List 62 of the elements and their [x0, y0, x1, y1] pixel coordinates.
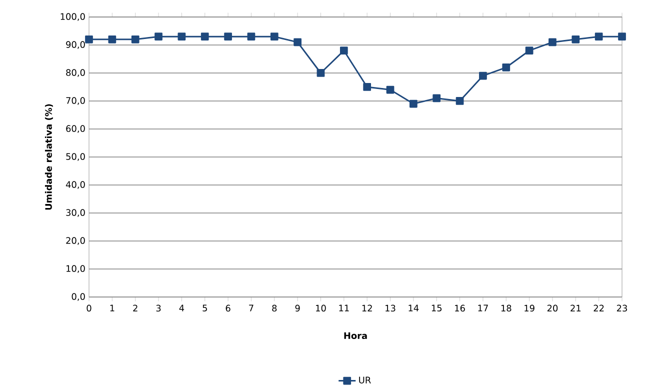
x-tick-label: 3 — [156, 304, 161, 312]
y-tick-label: 20,0 — [66, 237, 85, 245]
point — [131, 35, 140, 44]
point — [294, 38, 302, 46]
point — [525, 46, 534, 55]
point — [502, 63, 510, 72]
point — [456, 97, 464, 105]
x-tick-label: 17 — [478, 304, 488, 312]
point — [340, 46, 348, 55]
x-tick-label: 4 — [179, 304, 184, 312]
x-tick-label: 0 — [86, 304, 92, 312]
point — [479, 72, 487, 80]
point — [594, 32, 603, 41]
x-tick-label: 21 — [570, 304, 581, 312]
point — [363, 83, 372, 91]
x-tick-label: 11 — [339, 304, 349, 312]
x-tick-label: 22 — [594, 304, 604, 312]
y-tick-label: 40,0 — [66, 181, 85, 189]
y-tick-label: 70,0 — [66, 97, 85, 105]
y-tick-label: 10,0 — [66, 265, 85, 273]
point — [618, 32, 626, 41]
point — [548, 38, 556, 46]
y-tick-label: 0,0 — [72, 293, 85, 301]
point — [432, 94, 441, 102]
x-tick-label: 8 — [272, 304, 277, 312]
x-tick-label: 13 — [386, 304, 396, 312]
point — [247, 32, 256, 41]
x-tick-label: 6 — [226, 304, 230, 312]
point — [224, 32, 232, 41]
y-tick-label: 100,0 — [60, 13, 85, 21]
x-tick-label: 19 — [524, 304, 534, 312]
x-axis-title: Hora — [344, 332, 367, 340]
x-tick-label: 15 — [432, 304, 442, 312]
point — [572, 35, 580, 44]
y-axis-title: Umidade relativa (%) — [44, 104, 53, 210]
point — [386, 86, 394, 94]
point — [178, 32, 186, 41]
point — [270, 32, 278, 41]
point — [85, 35, 93, 44]
y-tick-label: 80,0 — [66, 69, 85, 77]
y-tick-label: 30,0 — [66, 209, 85, 217]
x-tick-label: 5 — [202, 304, 207, 312]
x-tick-label: 9 — [295, 304, 300, 312]
x-tick-label: 23 — [616, 304, 627, 312]
x-tick-label: 16 — [455, 304, 465, 312]
y-tick-label: 50,0 — [66, 153, 85, 161]
x-tick-label: 12 — [362, 304, 372, 312]
point — [154, 32, 162, 41]
x-tick-label: 1 — [110, 304, 114, 312]
point — [410, 100, 418, 108]
x-tick-label: 2 — [133, 304, 138, 312]
y-tick-label: 90,0 — [66, 41, 85, 49]
x-tick-label: 10 — [316, 304, 326, 312]
point — [200, 32, 209, 41]
x-tick-label: 20 — [547, 304, 558, 312]
point — [316, 69, 325, 77]
y-tick-label: 60,0 — [66, 125, 85, 133]
x-tick-label: 14 — [408, 304, 419, 312]
point — [108, 35, 116, 44]
x-tick-label: 18 — [501, 304, 512, 312]
x-tick-label: 7 — [249, 304, 254, 312]
legend-label: UR — [359, 376, 371, 384]
